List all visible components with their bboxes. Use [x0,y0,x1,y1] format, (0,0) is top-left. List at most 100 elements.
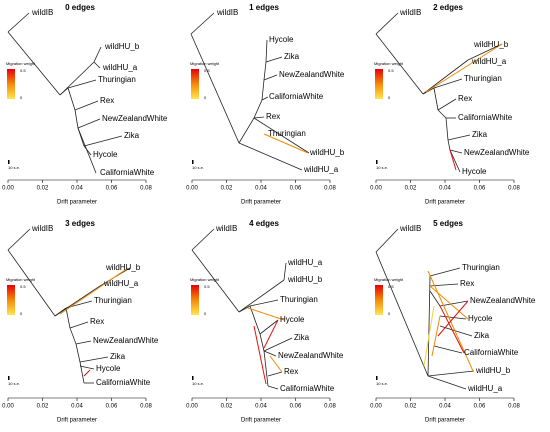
leaf-label: Rex [458,94,472,103]
branch [83,135,123,147]
x-axis-label: Drift parameter [241,200,281,206]
legend-tick: 0 [388,311,391,316]
branch [263,337,293,352]
leaf-label: Thuringian [464,74,502,83]
panel: 0 edges wildIB wildHU_b wildHU_a Thuringian R… [2,3,168,205]
leaf-label: wildIB [31,224,53,233]
branch [447,134,471,141]
legend-gradient [7,285,15,315]
legend-title: Migration weight [374,277,404,282]
branch [67,79,97,89]
x-tick-label: 0.00 [370,404,382,410]
legend-gradient [7,69,15,99]
leaf-label: CaliforniaWhite [280,384,335,393]
branch [238,305,251,313]
migration-edge [439,305,465,354]
migration-edge [423,305,435,367]
leaf-label: CaliforniaWhite [269,92,324,101]
leaf-label: wildHU_a [287,258,323,267]
leaf-label: NewZealandWhite [93,336,159,345]
leaf-label: Thuringian [94,296,132,305]
panel: 4 edges wildIB wildHU_a wildHU_b Thuringian H… [186,219,344,423]
scale-label: 10 s.e. [192,381,204,386]
migration-edge [263,319,279,349]
leaf-label: CaliforniaWhite [458,113,513,122]
branch [375,228,399,253]
leaf-label: Hycole [462,167,487,176]
branch [59,87,69,96]
leaf-label: NewZealandWhite [464,148,530,157]
migration-edge [425,43,503,93]
migration-edge [83,369,91,377]
leaf-label: Zika [294,333,310,342]
scale-bar [192,160,194,164]
x-axis-label: Drift parameter [57,418,97,424]
migration-edge [253,325,267,385]
x-tick-label: 0.00 [2,186,14,192]
legend-tick: 0.5 [204,284,210,289]
branch [69,321,89,329]
branch [427,370,475,377]
branch [427,275,431,377]
branch [259,333,265,352]
branch [427,375,467,390]
branch [67,87,76,111]
branch [93,61,101,69]
legend-tick: 0.5 [388,284,394,289]
x-tick-label: 0.06 [290,186,302,192]
leaf-label: Hycole [280,315,305,324]
scale-label: 10 s.e. [376,165,388,170]
branch [7,228,31,251]
panel: 2 edges wildIB wildHU_b wildHU_a Thuringian R… [370,3,530,205]
x-axis-label: Drift parameter [241,418,281,424]
legend-title: Migration weight [190,277,220,282]
branch [253,99,263,119]
branch [265,39,268,63]
panel-title: 3 edges [65,219,95,228]
x-tick-label: 0.04 [255,186,267,192]
panel: 1 edges wildIB Hycole Zika NewZealandWhite Ca… [186,3,345,205]
branch [238,279,285,313]
leaf-label: wildHU_b [105,263,141,272]
branch [74,100,99,111]
branch [59,61,95,96]
x-tick-label: 0.08 [324,404,336,410]
branch [283,262,287,281]
leaf-label: wildHU_a [103,279,139,288]
leaf-label: wildHU_b [473,40,509,49]
leaf-label: wildHU_b [475,366,511,375]
panel: 5 edges wildIB Thuringian Rex NewZealandWhit… [370,219,536,423]
scale-label: 10 s.e. [376,381,388,386]
leaf-label: wildHU_a [471,57,507,66]
migration-edge [263,133,309,154]
branch [263,350,277,357]
panel-title: 0 edges [65,3,95,12]
branch [439,300,469,307]
legend-tick: 0.5 [20,284,26,289]
leaf-label: Hycole [96,364,121,373]
branch [261,79,265,101]
x-axis-label: Drift parameter [57,200,97,206]
migration-edge [269,355,283,373]
legend-title: Migration weight [6,61,36,66]
x-tick-label: 0.02 [405,404,417,410]
branch [75,343,81,363]
x-tick-label: 0.06 [106,186,118,192]
scale-bar [376,376,378,380]
branch [7,31,61,96]
branch [238,117,255,144]
x-tick-label: 0.06 [474,186,486,192]
leaf-label: Thuringian [268,129,306,138]
x-tick-label: 0.04 [255,404,267,410]
leaf-label: wildIB [399,224,421,233]
branch [437,98,457,111]
branch [467,43,503,61]
x-axis-label: Drift parameter [425,418,465,424]
leaf-label: wildHU_a [102,63,138,72]
leaf-label: Hycole [93,150,118,159]
legend-tick: 0 [20,311,23,316]
branch [445,117,449,141]
branch [77,127,97,174]
leaf-label: wildHU_a [467,384,503,393]
